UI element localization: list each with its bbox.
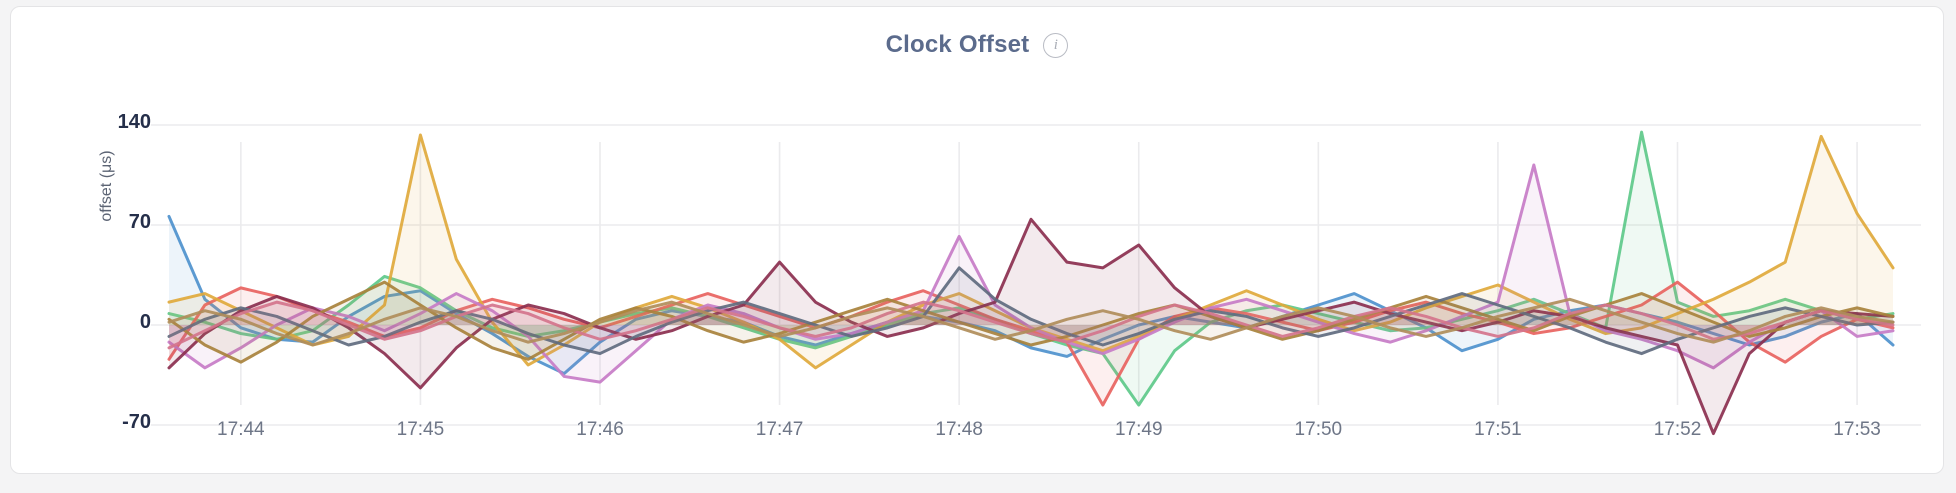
y-tick-label: 0: [139, 311, 151, 333]
x-tick-label: 17:44: [217, 419, 265, 440]
chart-header: Clock Offset i: [11, 31, 1943, 59]
series-node-8: [167, 266, 1895, 356]
x-tick-label: 17:52: [1653, 419, 1702, 440]
clock-offset-line-chart: [151, 124, 1921, 436]
x-tick-label: 17:46: [576, 419, 624, 440]
x-tick-label: 17:47: [755, 419, 804, 440]
series-node-6: [167, 217, 1895, 436]
x-tick-label: 17:53: [1833, 419, 1881, 440]
y-tick-label: -70: [122, 411, 151, 433]
x-tick-label: 17:50: [1294, 419, 1343, 440]
y-tick-label: 70: [128, 211, 151, 233]
x-tick-label: 17:51: [1474, 419, 1522, 440]
chart-card: Clock Offset i offset (μs) 140 70 0 -70 17:…: [10, 6, 1944, 474]
x-tick-label: 17:49: [1114, 419, 1163, 440]
x-tick-label: 17:48: [935, 419, 983, 440]
chart-plot-area: offset (μs) 140 70 0 -70 17:44 17:45 17:46 17:…: [11, 7, 1956, 493]
y-tick-label: 140: [117, 111, 151, 133]
x-tick-label: 17:45: [396, 419, 445, 440]
page-title: Clock Offset: [885, 31, 1030, 58]
info-icon[interactable]: i: [1043, 32, 1069, 58]
series-node-10: [167, 297, 1895, 347]
y-axis-ticks: 140 70 0 -70: [89, 7, 151, 493]
